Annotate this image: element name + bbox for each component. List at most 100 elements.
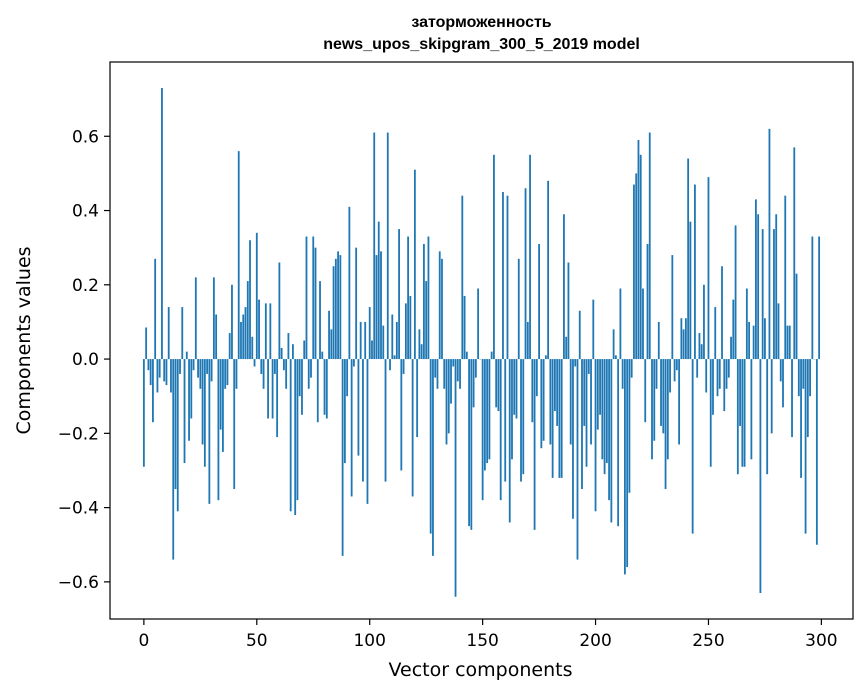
bar-1 xyxy=(145,328,147,360)
bar-14 xyxy=(175,359,177,489)
y-tick-label: 0.6 xyxy=(72,127,99,147)
bar-79 xyxy=(321,352,323,359)
y-tick-label: −0.4 xyxy=(58,499,99,519)
bar-160 xyxy=(504,359,506,482)
bar-280 xyxy=(775,214,777,359)
bar-248 xyxy=(703,285,705,359)
bar-287 xyxy=(791,359,793,437)
bar-95 xyxy=(358,359,360,456)
bar-154 xyxy=(491,352,493,359)
bar-218 xyxy=(635,173,637,359)
bar-282 xyxy=(780,359,782,381)
bar-168 xyxy=(522,359,524,474)
bar-23 xyxy=(195,277,197,359)
bar-24 xyxy=(197,359,199,378)
bar-288 xyxy=(793,147,795,359)
bar-205 xyxy=(606,359,608,463)
bar-60 xyxy=(278,263,280,360)
bar-247 xyxy=(701,344,703,359)
bar-35 xyxy=(222,359,224,452)
bar-151 xyxy=(484,359,486,470)
bar-46 xyxy=(247,281,249,359)
bar-261 xyxy=(732,300,734,359)
bar-88 xyxy=(342,359,344,556)
bar-189 xyxy=(570,359,572,444)
bar-115 xyxy=(403,359,405,374)
bar-170 xyxy=(527,322,529,359)
bar-249 xyxy=(705,359,707,392)
bar-193 xyxy=(579,311,581,359)
bar-167 xyxy=(520,359,522,482)
bar-91 xyxy=(348,207,350,359)
bar-290 xyxy=(798,359,800,396)
bar-10 xyxy=(166,359,168,385)
bar-7 xyxy=(159,359,161,378)
bar-194 xyxy=(581,359,583,489)
bar-29 xyxy=(208,359,210,504)
bar-186 xyxy=(563,214,565,359)
bar-75 xyxy=(312,237,314,360)
bar-208 xyxy=(613,329,615,359)
bar-71 xyxy=(303,341,305,360)
bar-72 xyxy=(306,237,308,360)
bar-15 xyxy=(177,359,179,511)
bar-152 xyxy=(486,359,488,463)
bar-61 xyxy=(281,348,283,359)
bar-176 xyxy=(540,359,542,448)
bar-85 xyxy=(335,259,337,359)
bar-221 xyxy=(642,289,644,360)
bar-73 xyxy=(308,359,310,389)
bar-263 xyxy=(737,359,739,474)
bar-199 xyxy=(592,300,594,359)
bar-26 xyxy=(202,359,204,444)
bar-181 xyxy=(552,359,554,478)
bar-270 xyxy=(753,326,755,359)
bar-231 xyxy=(665,359,667,489)
bar-55 xyxy=(267,359,269,418)
bar-254 xyxy=(717,359,719,396)
bar-18 xyxy=(184,359,186,463)
bar-128 xyxy=(432,359,434,556)
bar-236 xyxy=(676,359,678,370)
bar-123 xyxy=(421,344,423,359)
y-axis-label: Components values xyxy=(13,246,35,434)
bar-0 xyxy=(143,359,145,467)
bar-106 xyxy=(382,326,384,359)
bar-274 xyxy=(762,229,764,359)
bar-127 xyxy=(430,359,432,534)
bar-213 xyxy=(624,359,626,574)
bar-197 xyxy=(588,359,590,374)
bar-54 xyxy=(265,303,267,359)
bar-131 xyxy=(439,251,441,359)
bar-183 xyxy=(556,359,558,426)
bar-126 xyxy=(428,237,430,360)
bar-57 xyxy=(272,359,274,418)
bar-110 xyxy=(391,315,393,360)
bar-291 xyxy=(800,359,802,478)
bar-101 xyxy=(371,341,373,360)
bar-76 xyxy=(315,248,317,359)
bar-180 xyxy=(549,359,551,444)
bar-164 xyxy=(513,359,515,415)
bar-294 xyxy=(807,359,809,437)
bar-93 xyxy=(353,359,355,366)
bar-196 xyxy=(586,359,588,467)
bar-279 xyxy=(773,229,775,359)
bar-299 xyxy=(818,237,820,360)
bar-50 xyxy=(256,233,258,359)
bar-267 xyxy=(746,289,748,360)
bar-212 xyxy=(622,359,624,389)
bar-4 xyxy=(152,359,154,422)
bar-228 xyxy=(658,322,660,359)
bar-140 xyxy=(459,359,461,389)
bar-260 xyxy=(730,337,732,359)
bar-214 xyxy=(626,359,628,567)
bar-246 xyxy=(699,333,701,359)
bar-80 xyxy=(324,359,326,415)
x-tick-label: 100 xyxy=(353,631,385,651)
bar-133 xyxy=(443,359,445,389)
bar-78 xyxy=(319,281,321,359)
bar-178 xyxy=(545,355,547,359)
bar-147 xyxy=(475,359,477,378)
bar-145 xyxy=(470,359,472,530)
